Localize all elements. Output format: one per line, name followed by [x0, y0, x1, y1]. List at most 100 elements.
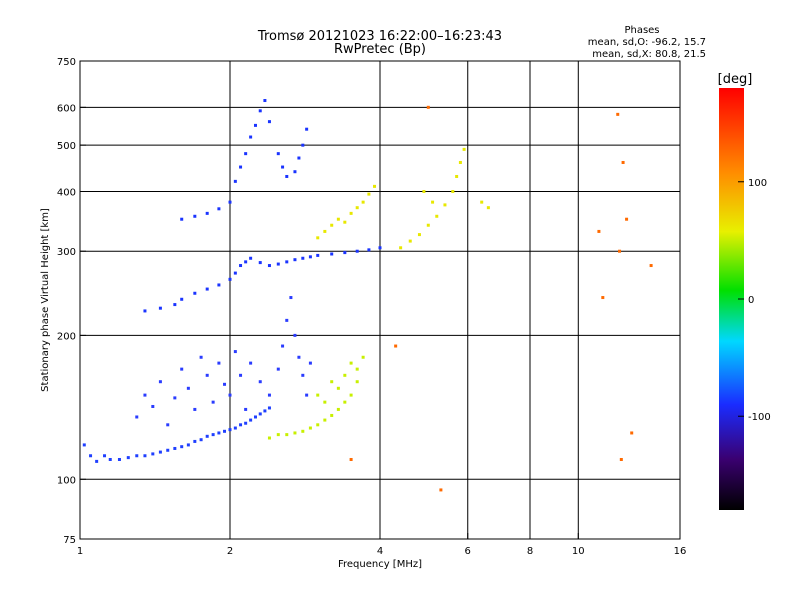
data-point	[211, 433, 215, 437]
data-point	[462, 147, 466, 151]
data-point	[233, 179, 237, 183]
data-point	[89, 454, 93, 458]
data-point	[143, 454, 147, 458]
data-point	[263, 409, 267, 413]
data-point	[95, 459, 99, 463]
data-point	[82, 443, 86, 447]
data-point	[258, 261, 262, 265]
data-point	[323, 418, 327, 422]
data-point	[394, 344, 398, 348]
data-point	[166, 423, 170, 427]
data-point	[205, 373, 209, 377]
data-point	[193, 407, 197, 411]
data-point	[378, 246, 382, 250]
data-point	[336, 407, 340, 411]
data-point	[199, 355, 203, 359]
data-point	[244, 407, 248, 411]
data-point	[435, 214, 439, 218]
data-point	[316, 253, 320, 257]
data-point	[458, 160, 462, 164]
data-point	[233, 271, 237, 275]
data-point	[143, 393, 147, 397]
data-point	[316, 236, 320, 240]
data-point	[228, 277, 232, 281]
data-point	[293, 170, 297, 174]
data-point	[239, 165, 243, 169]
data-point	[618, 249, 622, 253]
data-point	[267, 406, 271, 410]
data-point	[285, 433, 289, 437]
data-point	[253, 123, 257, 127]
data-point	[263, 99, 267, 103]
data-point	[422, 189, 426, 193]
data-point	[301, 429, 305, 433]
data-point	[223, 382, 227, 386]
data-point	[233, 426, 237, 430]
data-point	[289, 296, 293, 300]
data-point	[336, 386, 340, 390]
data-point	[276, 367, 280, 371]
data-point	[166, 448, 170, 452]
data-point	[330, 380, 334, 384]
data-point	[186, 386, 190, 390]
data-point	[211, 400, 215, 404]
data-point	[180, 367, 184, 371]
data-point	[244, 152, 248, 156]
data-point	[361, 355, 365, 359]
data-point	[649, 264, 653, 268]
data-point	[205, 287, 209, 291]
data-point	[228, 200, 232, 204]
data-point	[249, 256, 253, 260]
data-point	[223, 429, 227, 433]
data-point	[103, 454, 107, 458]
y-axis-label: Stationary phase Virtual Height [km]	[40, 208, 51, 392]
data-point	[349, 361, 353, 365]
data-point	[301, 256, 305, 260]
axis-ticks: 1 2 4 6 8 10 16 75 100 200 300 400 500 600 750	[57, 57, 686, 557]
data-point	[330, 223, 334, 227]
data-point	[239, 264, 243, 268]
data-point	[349, 393, 353, 397]
data-point	[293, 258, 297, 262]
data-point	[244, 260, 248, 264]
data-point	[399, 246, 403, 250]
x-tick-label: 8	[527, 546, 533, 557]
colorbar-tick-label: -100	[748, 412, 771, 423]
data-point	[443, 203, 447, 207]
data-point	[336, 217, 340, 221]
data-point	[301, 143, 305, 147]
x-tick-label: 2	[227, 546, 233, 557]
data-point	[143, 309, 147, 313]
data-point	[285, 318, 289, 322]
y-tick-label: 100	[57, 475, 76, 486]
y-tick-label: 300	[57, 247, 76, 258]
y-tick-label: 500	[57, 141, 76, 152]
data-point	[323, 400, 327, 404]
data-point	[217, 431, 221, 435]
data-point	[455, 174, 459, 178]
data-point	[281, 344, 285, 348]
data-point	[316, 423, 320, 427]
data-point	[367, 248, 371, 252]
colorbar-tick-label: 0	[748, 295, 754, 306]
data-point	[355, 367, 359, 371]
data-point	[426, 223, 430, 227]
data-point	[367, 192, 371, 196]
phases-line-x: mean, sd,X: 80.8, 21.5	[592, 49, 706, 60]
data-point	[281, 165, 285, 169]
data-point	[258, 109, 262, 113]
data-point	[616, 112, 620, 116]
data-point	[408, 239, 412, 243]
y-tick-label: 75	[63, 535, 76, 546]
data-point	[135, 415, 139, 419]
data-point	[267, 436, 271, 440]
data-point	[316, 393, 320, 397]
data-point	[117, 457, 121, 461]
x-axis-label: Frequency [MHz]	[338, 559, 422, 570]
data-point	[267, 393, 271, 397]
data-point	[349, 211, 353, 215]
data-point	[158, 450, 162, 454]
data-point	[355, 206, 359, 210]
data-point	[126, 456, 130, 460]
data-point	[239, 423, 243, 427]
